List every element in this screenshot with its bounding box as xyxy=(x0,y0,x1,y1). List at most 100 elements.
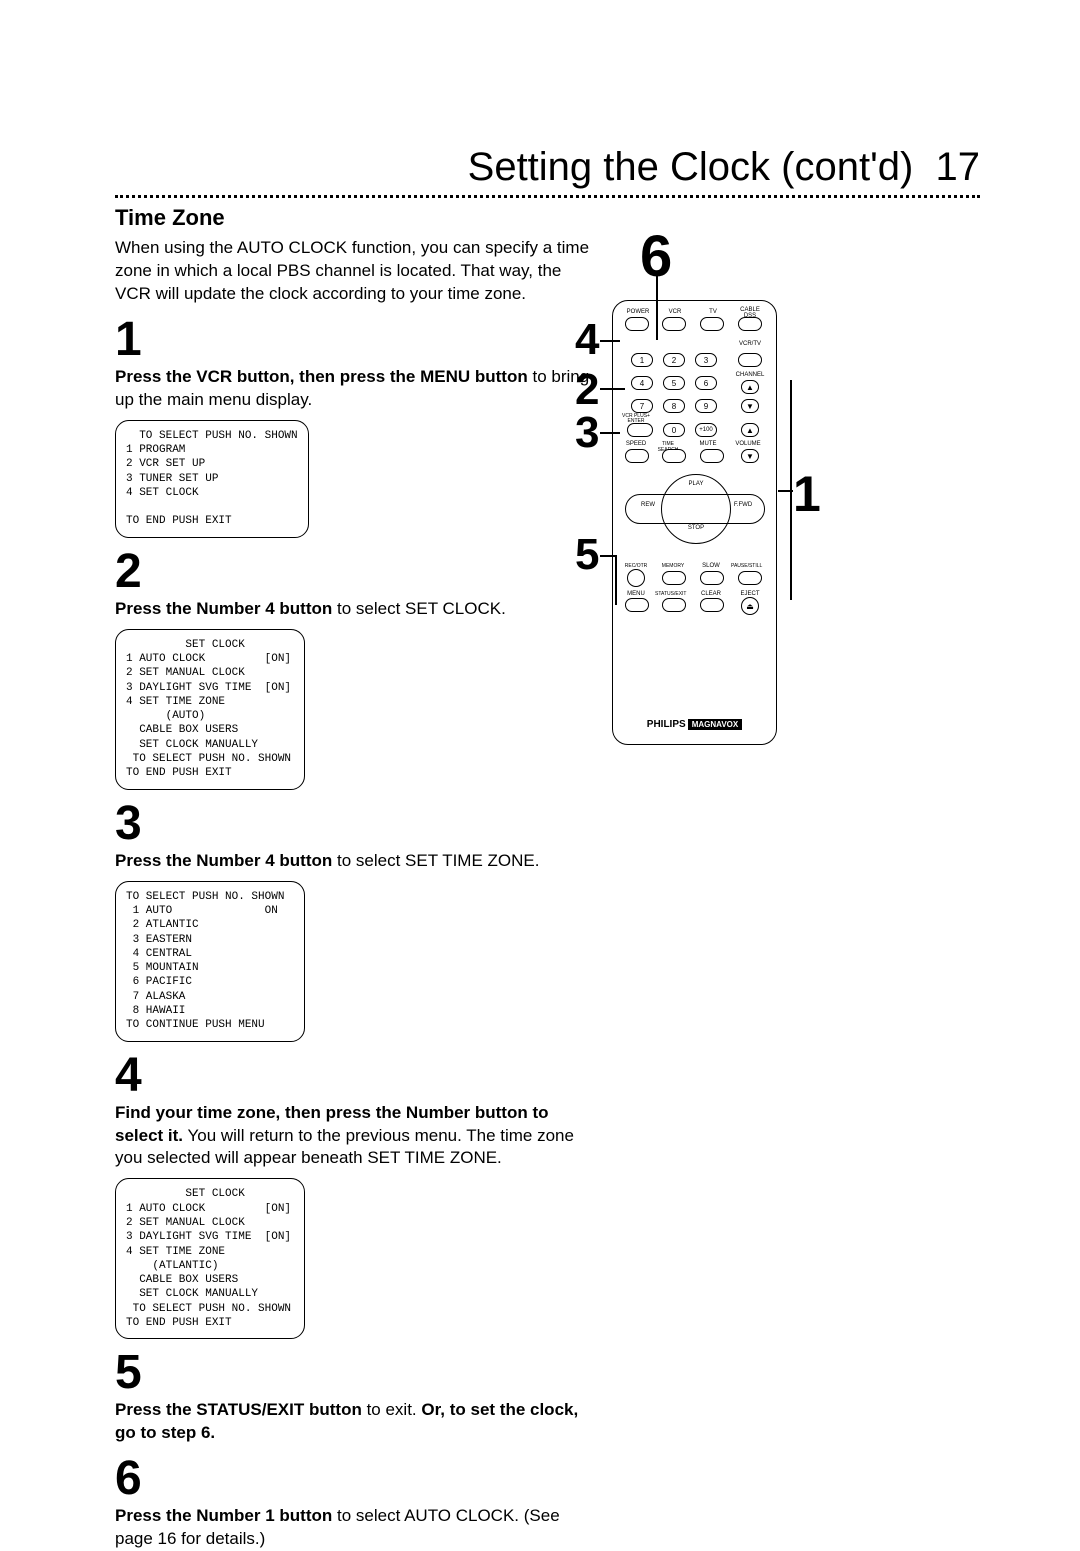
callout-3: 3 xyxy=(575,408,599,458)
step-3-rest: to select SET TIME ZONE. xyxy=(332,851,539,870)
clear-button[interactable] xyxy=(700,598,724,612)
menu-setclock2-text: SET CLOCK 1 AUTO CLOCK [ON] 2 SET MANUAL… xyxy=(126,1187,294,1330)
step-5-text: Press the STATUS/EXIT button to exit. Or… xyxy=(115,1399,595,1445)
tv-button[interactable] xyxy=(700,317,724,331)
callout-4: 4 xyxy=(575,315,599,365)
page-title: Setting the Clock (cont'd) 17 xyxy=(468,145,980,190)
page-number: 17 xyxy=(936,145,981,189)
callout-6-line xyxy=(656,275,658,340)
channel-up[interactable]: ▲ xyxy=(741,380,759,394)
callout-3-line xyxy=(600,432,620,434)
callout-5: 5 xyxy=(575,530,599,580)
num-9[interactable]: 9 xyxy=(695,399,717,413)
step-2-rest: to select SET CLOCK. xyxy=(332,599,506,618)
brand-magnavox: MAGNAVOX xyxy=(688,719,743,730)
step-4-num: 4 xyxy=(115,1052,595,1100)
label-vcrtv: VCR/TV xyxy=(735,341,765,347)
callout-2-line xyxy=(600,388,625,390)
num-8[interactable]: 8 xyxy=(663,399,685,413)
label-clear: CLEAR xyxy=(696,591,726,597)
remote-body: POWER VCR TV CABLE DSS VCR/TV 1 2 3 4 5 … xyxy=(612,300,777,745)
remote-illustration: POWER VCR TV CABLE DSS VCR/TV 1 2 3 4 5 … xyxy=(612,300,792,745)
label-vcr: VCR xyxy=(660,309,690,315)
menu-main: TO SELECT PUSH NO. SHOWN 1 PROGRAM 2 VCR… xyxy=(115,420,309,538)
label-tv: TV xyxy=(698,309,728,315)
menu-setclock1: SET CLOCK 1 AUTO CLOCK [ON] 2 SET MANUAL… xyxy=(115,629,305,790)
mute-button[interactable] xyxy=(700,449,724,463)
step-6-num: 6 xyxy=(115,1455,595,1503)
recotr-button[interactable] xyxy=(627,569,645,587)
label-speed: SPEED xyxy=(621,441,651,447)
label-memory: MEMORY xyxy=(658,563,688,569)
callout-5-line-v xyxy=(615,555,617,605)
step-4-text: Find your time zone, then press the Numb… xyxy=(115,1102,595,1171)
vcrplus-button[interactable] xyxy=(627,423,653,437)
vcr-button[interactable] xyxy=(662,317,686,331)
step-3-num: 3 xyxy=(115,800,595,848)
section-intro: When using the AUTO CLOCK function, you … xyxy=(115,237,595,306)
pause-button[interactable] xyxy=(738,571,762,585)
timezone-section: Time Zone When using the AUTO CLOCK func… xyxy=(115,205,595,1551)
label-mute: MUTE xyxy=(693,441,723,447)
step-2-text: Press the Number 4 button to select SET … xyxy=(115,598,595,621)
timesearch-button[interactable] xyxy=(662,449,686,463)
num-0[interactable]: 0 xyxy=(663,423,685,437)
cable-button[interactable] xyxy=(738,317,762,331)
label-power: POWER xyxy=(623,309,653,315)
menu-button[interactable] xyxy=(625,598,649,612)
label-slow: SLOW xyxy=(696,563,726,569)
volume-down[interactable]: ▼ xyxy=(741,449,759,463)
step-6-text: Press the Number 1 button to select AUTO… xyxy=(115,1505,595,1551)
section-heading: Time Zone xyxy=(115,205,595,231)
label-pause: PAUSE/STILL xyxy=(731,563,761,569)
label-channel: CHANNEL xyxy=(735,372,765,378)
remote-brand: PHILIPSMAGNAVOX xyxy=(613,719,776,730)
step-5-bold1: Press the STATUS/EXIT button xyxy=(115,1400,362,1419)
menu-setclock1-text: SET CLOCK 1 AUTO CLOCK [ON] 2 SET MANUAL… xyxy=(126,638,294,781)
channel-down[interactable]: ▼ xyxy=(741,399,759,413)
step-1-num: 1 xyxy=(115,316,595,364)
num-5[interactable]: 5 xyxy=(663,376,685,390)
num-3[interactable]: 3 xyxy=(695,353,717,367)
step-3-bold: Press the Number 4 button xyxy=(115,851,332,870)
step-4-rest: You will return to the previous menu. Th… xyxy=(115,1126,574,1168)
label-menu: MENU xyxy=(621,591,651,597)
menu-setclock2: SET CLOCK 1 AUTO CLOCK [ON] 2 SET MANUAL… xyxy=(115,1178,305,1339)
step-3-text: Press the Number 4 button to select SET … xyxy=(115,850,595,873)
eject-button[interactable]: ⏏ xyxy=(741,597,759,615)
nav-horiz xyxy=(625,494,765,524)
slow-button[interactable] xyxy=(700,571,724,585)
status-button[interactable] xyxy=(662,598,686,612)
step-5-num: 5 xyxy=(115,1349,595,1397)
num-7[interactable]: 7 xyxy=(631,399,653,413)
label-status: STATUS/EXIT xyxy=(655,591,685,597)
menu-main-text: TO SELECT PUSH NO. SHOWN 1 PROGRAM 2 VCR… xyxy=(126,429,298,529)
menu-timezone: TO SELECT PUSH NO. SHOWN 1 AUTO ON 2 ATL… xyxy=(115,881,305,1042)
label-volume: VOLUME xyxy=(733,441,763,447)
callout-4-line xyxy=(600,340,620,342)
vcrtv-button[interactable] xyxy=(738,353,762,367)
num-100[interactable]: +100 xyxy=(695,423,717,437)
num-4[interactable]: 4 xyxy=(631,376,653,390)
power-button[interactable] xyxy=(625,317,649,331)
callout-5-line xyxy=(600,555,615,557)
callout-1-line-v xyxy=(790,380,792,600)
menu-timezone-text: TO SELECT PUSH NO. SHOWN 1 AUTO ON 2 ATL… xyxy=(126,890,294,1033)
num-1[interactable]: 1 xyxy=(631,353,653,367)
step-1-text: Press the VCR button, then press the MEN… xyxy=(115,366,595,412)
memory-button[interactable] xyxy=(662,571,686,585)
num-2[interactable]: 2 xyxy=(663,353,685,367)
num-6[interactable]: 6 xyxy=(695,376,717,390)
callout-1: 1 xyxy=(793,465,821,523)
brand-philips: PHILIPS xyxy=(647,719,686,730)
step-2-num: 2 xyxy=(115,548,595,596)
speed-button[interactable] xyxy=(625,449,649,463)
divider xyxy=(115,195,980,198)
step-1-bold: Press the VCR button, then press the MEN… xyxy=(115,367,528,386)
step-5-mid: to exit. xyxy=(362,1400,422,1419)
title-text: Setting the Clock (cont'd) xyxy=(468,145,914,189)
volume-up[interactable]: ▲ xyxy=(741,423,759,437)
step-6-bold: Press the Number 1 button xyxy=(115,1506,332,1525)
nav-pad-area: PLAY REW F.FWD STOP xyxy=(633,476,758,556)
step-2-bold: Press the Number 4 button xyxy=(115,599,332,618)
